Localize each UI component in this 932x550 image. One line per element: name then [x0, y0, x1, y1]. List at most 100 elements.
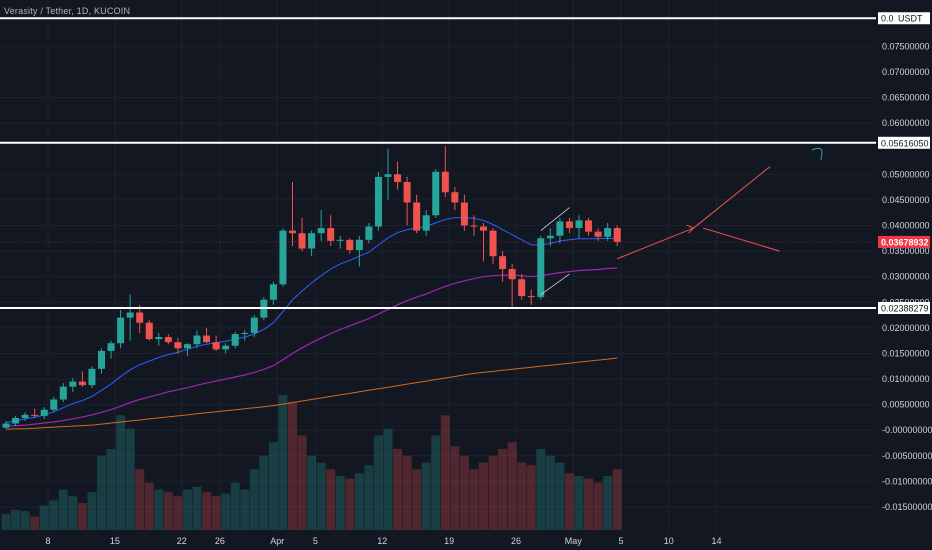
candle-body[interactable]: [298, 233, 306, 249]
candle-body[interactable]: [384, 174, 392, 177]
candle-body[interactable]: [422, 215, 430, 231]
candle-body[interactable]: [193, 335, 201, 345]
candle-body[interactable]: [107, 343, 115, 351]
volume-bar: [1, 513, 11, 530]
candle-body[interactable]: [613, 228, 621, 242]
date-tick-label: 8: [45, 536, 50, 546]
candle-body[interactable]: [394, 174, 402, 182]
candle-body[interactable]: [145, 322, 153, 340]
volume-bar: [278, 395, 288, 530]
candle-body[interactable]: [12, 417, 20, 424]
candle-body[interactable]: [59, 386, 67, 400]
candle-body[interactable]: [269, 284, 277, 300]
candle-body[interactable]: [413, 202, 421, 231]
candle-body[interactable]: [346, 239, 354, 251]
projection-line[interactable]: [693, 166, 771, 229]
candle-body[interactable]: [2, 423, 10, 428]
candle-body[interactable]: [222, 345, 230, 350]
date-tick-label: 5: [313, 536, 318, 546]
candle-body[interactable]: [31, 414, 39, 416]
volume-bar: [288, 401, 297, 530]
symbol-title[interactable]: Verasity / Tether, 1D, KUCOIN: [4, 6, 131, 16]
candle-body[interactable]: [88, 368, 96, 386]
candle-body[interactable]: [164, 337, 172, 343]
volume-bar: [259, 455, 269, 530]
candle-body[interactable]: [451, 192, 459, 203]
candle-body[interactable]: [21, 414, 29, 418]
candle-body[interactable]: [518, 279, 526, 297]
volume-bar: [316, 462, 326, 530]
volume-bar: [526, 465, 536, 530]
candle-body[interactable]: [231, 333, 239, 346]
candle-body[interactable]: [241, 332, 249, 334]
candle-body[interactable]: [317, 228, 325, 234]
candle-body[interactable]: [499, 256, 507, 269]
volume-bar: [402, 455, 412, 530]
level-label-bg: [878, 301, 930, 314]
drawn-line[interactable]: [540, 207, 570, 231]
volume-bar: [364, 465, 374, 530]
volume-bar: [584, 478, 594, 530]
candle-body[interactable]: [460, 202, 468, 226]
candle-body[interactable]: [336, 239, 344, 241]
volume-bar: [240, 489, 250, 530]
candle-body[interactable]: [174, 342, 182, 349]
candle-body[interactable]: [489, 230, 497, 257]
candle-body[interactable]: [403, 182, 411, 203]
candle-body[interactable]: [556, 221, 564, 236]
volume-bar: [612, 469, 622, 530]
candle-body[interactable]: [203, 335, 211, 343]
candle-body[interactable]: [212, 342, 220, 350]
candle-body[interactable]: [508, 269, 516, 280]
candle-body[interactable]: [50, 399, 58, 410]
projection-line[interactable]: [703, 227, 780, 252]
volume-bar: [383, 428, 393, 530]
date-tick-label: 15: [110, 536, 120, 546]
candle-body[interactable]: [432, 171, 440, 216]
volume-bar: [163, 492, 173, 530]
candle-body[interactable]: [279, 230, 287, 285]
candle-body[interactable]: [136, 312, 144, 323]
volume-bar: [30, 516, 40, 530]
level-label-bg: [878, 12, 930, 25]
candle-body[interactable]: [78, 381, 86, 386]
candle-body[interactable]: [117, 317, 125, 344]
candle-body[interactable]: [441, 171, 449, 193]
candle-body[interactable]: [585, 220, 593, 232]
candle-body[interactable]: [308, 233, 316, 249]
price-tick-label: 0.02000000: [882, 323, 930, 333]
candle-body[interactable]: [40, 409, 48, 416]
candle-body[interactable]: [126, 312, 134, 318]
candle-body[interactable]: [355, 239, 363, 251]
volume-bar: [421, 462, 431, 530]
candle-body[interactable]: [155, 337, 163, 340]
price-tick-label: 0.04500000: [882, 195, 930, 205]
candle-body[interactable]: [327, 228, 335, 241]
volume-bar: [268, 442, 278, 530]
date-tick-label: 5: [618, 536, 623, 546]
candle-body[interactable]: [183, 344, 191, 349]
drawn-line[interactable]: [540, 273, 570, 295]
drawn-hook[interactable]: [811, 147, 823, 161]
candle-body[interactable]: [374, 176, 382, 227]
candle-body[interactable]: [565, 221, 573, 229]
projection-line[interactable]: [617, 227, 694, 260]
price-tick-label: 0.06000000: [882, 118, 930, 128]
candle-body[interactable]: [365, 226, 373, 240]
candle-body[interactable]: [470, 225, 478, 227]
candle-body[interactable]: [98, 350, 105, 369]
candle-body[interactable]: [604, 228, 612, 237]
price-tick-label: 0.05000000: [882, 169, 930, 179]
candle-body[interactable]: [289, 230, 296, 234]
candle-body[interactable]: [527, 296, 535, 298]
candle-body[interactable]: [594, 231, 602, 237]
candle-body[interactable]: [250, 317, 258, 333]
candle-body[interactable]: [69, 381, 77, 387]
candle-body[interactable]: [537, 238, 545, 298]
volume-bar: [116, 415, 126, 530]
candle-body[interactable]: [546, 235, 554, 239]
candle-body[interactable]: [575, 220, 583, 229]
candle-body[interactable]: [480, 226, 487, 231]
price-tick-label: 0.03000000: [882, 272, 930, 282]
